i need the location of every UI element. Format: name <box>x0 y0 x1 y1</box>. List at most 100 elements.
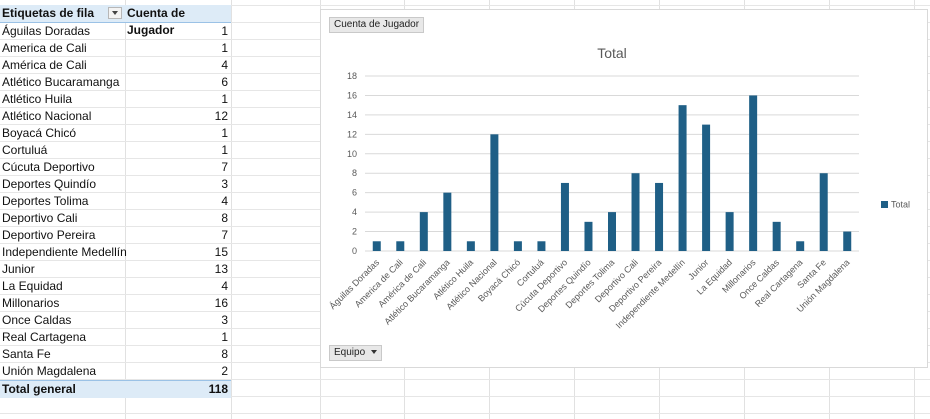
y-tick-label: 10 <box>347 149 357 159</box>
pivot-row-label[interactable]: Cúcuta Deportivo <box>2 160 95 174</box>
pivot-row-label[interactable]: America de Cali <box>2 41 87 55</box>
pivot-row-value[interactable]: 8 <box>221 211 228 225</box>
y-tick-label: 6 <box>352 188 357 198</box>
bar <box>560 182 569 251</box>
bar <box>490 134 499 251</box>
legend-label: Total <box>891 200 910 210</box>
pivot-row-value[interactable]: 1 <box>221 24 228 38</box>
pivot-row-label[interactable]: América de Cali <box>2 58 87 72</box>
pivot-row[interactable]: America de Cali 1 <box>0 40 231 57</box>
pivot-rows: Águilas Doradas 1 America de Cali 1 América … <box>0 23 231 380</box>
pivot-row-value[interactable]: 12 <box>214 109 228 123</box>
pivot-row-label[interactable]: Deportes Tolima <box>2 194 89 208</box>
axis-field-button[interactable]: Equipo <box>329 345 383 361</box>
pivot-row[interactable]: Millonarios 16 <box>0 295 231 312</box>
row-divider <box>0 5 930 6</box>
pivot-row[interactable]: La Equidad 4 <box>0 278 231 295</box>
pivot-row[interactable]: Junior 13 <box>0 261 231 278</box>
pivot-row[interactable]: Santa Fe 8 <box>0 346 231 363</box>
pivot-row[interactable]: Atlético Huila 1 <box>0 91 231 108</box>
bar <box>372 241 381 251</box>
pivot-row-value[interactable]: 15 <box>214 245 228 259</box>
pivot-row-value[interactable]: 1 <box>221 126 228 140</box>
pivot-row-value[interactable]: 16 <box>214 296 228 310</box>
pivot-row-label[interactable]: Deportivo Pereira <box>2 228 96 242</box>
row-divider <box>0 396 930 397</box>
y-tick-label: 14 <box>347 110 357 120</box>
y-tick-label: 16 <box>347 90 357 100</box>
pivot-row-value[interactable]: 1 <box>221 41 228 55</box>
value-field-header[interactable]: Cuenta de Jugador <box>127 6 186 37</box>
pivot-row[interactable]: Deportivo Cali 8 <box>0 210 231 227</box>
pivot-row-value[interactable]: 4 <box>221 58 228 72</box>
pivot-row[interactable]: Real Cartagena 1 <box>0 329 231 346</box>
bar <box>702 124 711 251</box>
pivot-row-label[interactable]: Unión Magdalena <box>2 364 97 378</box>
y-tick-label: 4 <box>352 207 357 217</box>
value-field-button-label: Cuenta de Jugador <box>334 19 420 30</box>
pivot-row[interactable]: Cortuluá 1 <box>0 142 231 159</box>
bar <box>608 212 616 251</box>
pivot-row-label[interactable]: Once Caldas <box>2 313 72 327</box>
pivot-row[interactable]: Deportivo Pereira 7 <box>0 227 231 244</box>
pivot-row-label[interactable]: Independiente Medellín <box>2 245 127 259</box>
pivot-row[interactable]: Boyacá Chicó 1 <box>0 125 231 142</box>
bar <box>678 105 687 252</box>
row-filter-dropdown-icon[interactable] <box>108 7 122 19</box>
pivot-row[interactable]: Águilas Doradas 1 <box>0 23 231 40</box>
pivot-header-row: Etiquetas de fila Cuenta de Jugador <box>0 5 231 37</box>
pivot-row-value[interactable]: 3 <box>221 177 228 191</box>
bar <box>584 221 593 251</box>
pivot-row-value[interactable]: 7 <box>221 160 228 174</box>
bar <box>819 173 828 251</box>
pivot-row-label[interactable]: Real Cartagena <box>2 330 87 344</box>
pivot-chart[interactable]: Cuenta de Jugador Equipo Total 0 2 4 6 8 10 12 1… <box>320 9 928 368</box>
pivot-row-value[interactable]: 2 <box>221 364 228 378</box>
pivot-row-label[interactable]: Junior <box>2 262 35 276</box>
pivot-row-value[interactable]: 1 <box>221 143 228 157</box>
pivot-row[interactable]: Atlético Nacional 12 <box>0 108 231 125</box>
pivot-row-value[interactable]: 6 <box>221 75 228 89</box>
pivot-row[interactable]: Unión Magdalena 2 <box>0 363 231 380</box>
pivot-row-value[interactable]: 7 <box>221 228 228 242</box>
bar <box>396 241 405 251</box>
pivot-row[interactable]: Deportes Quindío 3 <box>0 176 231 193</box>
pivot-row[interactable]: Once Caldas 3 <box>0 312 231 329</box>
pivot-row-label[interactable]: Deportivo Cali <box>2 211 78 225</box>
pivot-row-value[interactable]: 1 <box>221 330 228 344</box>
pivot-row[interactable]: Cúcuta Deportivo 7 <box>0 159 231 176</box>
grand-total-value[interactable]: 118 <box>208 382 228 396</box>
chevron-down-icon <box>371 350 378 355</box>
pivot-row[interactable]: Independiente Medellín 15 <box>0 244 231 261</box>
grand-total-label[interactable]: Total general <box>2 382 76 396</box>
bar <box>796 241 805 251</box>
pivot-row-label[interactable]: La Equidad <box>2 279 63 293</box>
pivot-row-label[interactable]: Boyacá Chicó <box>2 126 77 140</box>
pivot-row-label[interactable]: Cortuluá <box>2 143 48 157</box>
row-divider <box>0 379 930 380</box>
pivot-row-value[interactable]: 4 <box>221 279 228 293</box>
pivot-row-value[interactable]: 4 <box>221 194 228 208</box>
pivot-row-value[interactable]: 3 <box>221 313 228 327</box>
pivot-row-label[interactable]: Atlético Nacional <box>2 109 92 123</box>
pivot-row[interactable]: Deportes Tolima 4 <box>0 193 231 210</box>
pivot-row-label[interactable]: Deportes Quindío <box>2 177 97 191</box>
pivot-row-value[interactable]: 8 <box>221 347 228 361</box>
pivot-row-value[interactable]: 1 <box>221 92 228 106</box>
value-field-button[interactable]: Cuenta de Jugador <box>329 17 425 33</box>
bar <box>843 231 852 251</box>
row-labels-header[interactable]: Etiquetas de fila <box>2 6 95 20</box>
pivot-row-value[interactable]: 13 <box>214 262 228 276</box>
pivot-row[interactable]: Atlético Bucaramanga 6 <box>0 74 231 91</box>
pivot-row-label[interactable]: Santa Fe <box>2 347 51 361</box>
legend-swatch <box>881 201 888 208</box>
row-divider <box>0 413 930 414</box>
pivot-row-label[interactable]: Atlético Huila <box>2 92 73 106</box>
bar <box>749 95 758 251</box>
pivot-row-label[interactable]: Atlético Bucaramanga <box>2 75 120 89</box>
pivot-row-label[interactable]: Millonarios <box>2 296 60 310</box>
bar <box>419 212 428 251</box>
pivot-row[interactable]: América de Cali 4 <box>0 57 231 74</box>
pivot-row-label[interactable]: Águilas Doradas <box>2 24 91 38</box>
